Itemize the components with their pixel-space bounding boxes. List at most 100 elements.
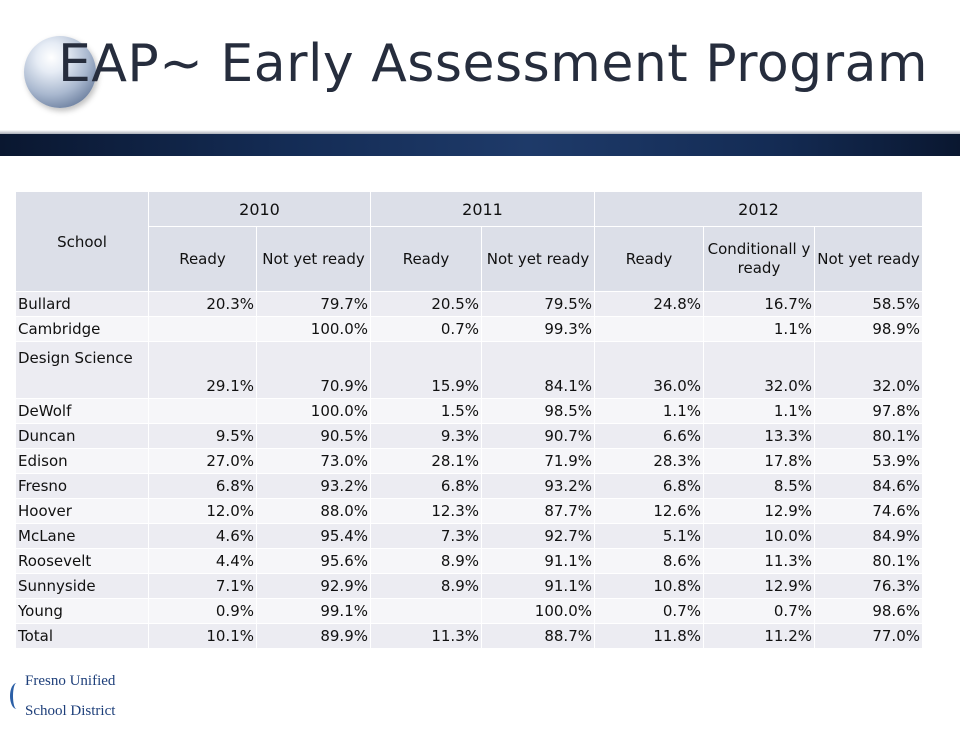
value-cell: 12.6% xyxy=(594,498,704,524)
value-cell: 6.8% xyxy=(148,473,257,499)
value-cell: 15.9% xyxy=(370,341,482,399)
subheader-ready: Ready xyxy=(594,226,704,292)
value-cell: 24.8% xyxy=(594,291,704,317)
value-cell: 88.7% xyxy=(481,623,595,649)
value-cell: 1.1% xyxy=(703,316,815,342)
value-cell: 1.5% xyxy=(370,398,482,424)
value-cell: 13.3% xyxy=(703,423,815,449)
value-cell: 89.9% xyxy=(256,623,371,649)
school-name-cell: Duncan xyxy=(15,423,149,449)
value-cell: 98.9% xyxy=(814,316,923,342)
value-cell: 97.8% xyxy=(814,398,923,424)
value-cell: 84.9% xyxy=(814,523,923,549)
year-header-2011: 2011 xyxy=(370,191,595,227)
value-cell: 32.0% xyxy=(703,341,815,399)
value-cell: 58.5% xyxy=(814,291,923,317)
value-cell: 0.7% xyxy=(370,316,482,342)
value-cell: 11.3% xyxy=(703,548,815,574)
table-row: Bullard 20.3% 79.7% 20.5% 79.5% 24.8% 16… xyxy=(15,291,923,317)
value-cell: 80.1% xyxy=(814,423,923,449)
value-cell: 4.4% xyxy=(148,548,257,574)
value-cell: 32.0% xyxy=(814,341,923,399)
value-cell: 27.0% xyxy=(148,448,257,474)
table-row: Sunnyside 7.1% 92.9% 8.9% 91.1% 10.8% 12… xyxy=(15,573,923,599)
table-row: Hoover 12.0% 88.0% 12.3% 87.7% 12.6% 12.… xyxy=(15,498,923,524)
value-cell: 98.6% xyxy=(814,598,923,624)
value-cell: 6.6% xyxy=(594,423,704,449)
value-cell: 79.7% xyxy=(256,291,371,317)
value-cell: 16.7% xyxy=(703,291,815,317)
school-column-header: School xyxy=(15,191,149,292)
school-name-cell: Total xyxy=(15,623,149,649)
school-name-cell: DeWolf xyxy=(15,398,149,424)
value-cell: 100.0% xyxy=(256,316,371,342)
value-cell: 5.1% xyxy=(594,523,704,549)
subheader-not-yet-ready: Not yet ready xyxy=(814,226,923,292)
value-cell: 7.3% xyxy=(370,523,482,549)
value-cell: 1.1% xyxy=(703,398,815,424)
school-name-cell: Roosevelt xyxy=(15,548,149,574)
value-cell: 80.1% xyxy=(814,548,923,574)
school-name-cell: McLane xyxy=(15,523,149,549)
decorative-orb xyxy=(24,36,96,108)
value-cell: 11.3% xyxy=(370,623,482,649)
subheader-ready: Ready xyxy=(370,226,482,292)
logo-text-line2: School District xyxy=(25,702,116,719)
value-cell: 100.0% xyxy=(256,398,371,424)
value-cell: 8.9% xyxy=(370,548,482,574)
value-cell: 87.7% xyxy=(481,498,595,524)
value-cell: 99.1% xyxy=(256,598,371,624)
value-cell: 12.0% xyxy=(148,498,257,524)
table-row: Duncan 9.5% 90.5% 9.3% 90.7% 6.6% 13.3% … xyxy=(15,423,923,449)
value-cell xyxy=(594,316,704,342)
year-header-2012: 2012 xyxy=(594,191,923,227)
value-cell: 84.1% xyxy=(481,341,595,399)
value-cell: 10.8% xyxy=(594,573,704,599)
value-cell: 20.3% xyxy=(148,291,257,317)
value-cell: 90.5% xyxy=(256,423,371,449)
value-cell: 6.8% xyxy=(370,473,482,499)
value-cell: 74.6% xyxy=(814,498,923,524)
school-name-cell: Young xyxy=(15,598,149,624)
subheader-conditionally-ready: Conditionall y ready xyxy=(703,226,815,292)
value-cell: 11.2% xyxy=(703,623,815,649)
value-cell: 4.6% xyxy=(148,523,257,549)
value-cell: 10.1% xyxy=(148,623,257,649)
table-row-total: Total 10.1% 89.9% 11.3% 88.7% 11.8% 11.2… xyxy=(15,623,923,649)
value-cell: 0.7% xyxy=(703,598,815,624)
value-cell: 12.3% xyxy=(370,498,482,524)
school-name-cell: Fresno xyxy=(15,473,149,499)
value-cell: 8.9% xyxy=(370,573,482,599)
value-cell: 73.0% xyxy=(256,448,371,474)
value-cell: 1.1% xyxy=(594,398,704,424)
logo-text-line1: Fresno Unified xyxy=(25,672,116,689)
value-cell: 17.8% xyxy=(703,448,815,474)
school-name-cell: Cambridge xyxy=(15,316,149,342)
value-cell: 8.6% xyxy=(594,548,704,574)
value-cell: 20.5% xyxy=(370,291,482,317)
page-title: EAP~ Early Assessment Program xyxy=(58,34,929,94)
value-cell xyxy=(148,398,257,424)
table-row: Young 0.9% 99.1% 100.0% 0.7% 0.7% 98.6% xyxy=(15,598,923,624)
value-cell: 8.5% xyxy=(703,473,815,499)
value-cell: 88.0% xyxy=(256,498,371,524)
year-header-2010: 2010 xyxy=(148,191,371,227)
header-band xyxy=(0,130,960,156)
table-row: Edison 27.0% 73.0% 28.1% 71.9% 28.3% 17.… xyxy=(15,448,923,474)
value-cell: 76.3% xyxy=(814,573,923,599)
value-cell: 91.1% xyxy=(481,548,595,574)
value-cell: 12.9% xyxy=(703,573,815,599)
value-cell: 100.0% xyxy=(481,598,595,624)
value-cell: 93.2% xyxy=(256,473,371,499)
value-cell: 0.9% xyxy=(148,598,257,624)
value-cell: 12.9% xyxy=(703,498,815,524)
table-row: Cambridge 100.0% 0.7% 99.3% 1.1% 98.9% xyxy=(15,316,923,342)
value-cell: 53.9% xyxy=(814,448,923,474)
subheader-not-yet-ready: Not yet ready xyxy=(481,226,595,292)
value-cell: 92.7% xyxy=(481,523,595,549)
value-cell: 10.0% xyxy=(703,523,815,549)
value-cell: 9.5% xyxy=(148,423,257,449)
value-cell: 95.6% xyxy=(256,548,371,574)
value-cell: 0.7% xyxy=(594,598,704,624)
value-cell: 95.4% xyxy=(256,523,371,549)
